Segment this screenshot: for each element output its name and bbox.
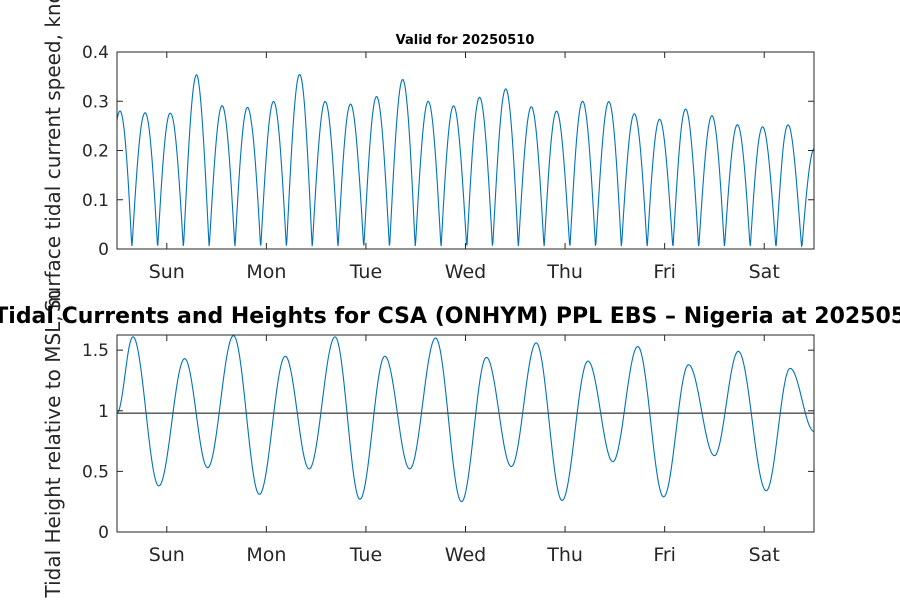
y-tick-label: 1	[98, 402, 109, 422]
current-y-axis-label: Surface tidal current speed, knots	[41, 0, 65, 312]
y-tick-label: 0	[98, 240, 109, 260]
current-chart-title: Valid for 20250510	[396, 33, 535, 48]
y-tick-label: 0.4	[82, 43, 109, 63]
x-tick-label: Wed	[445, 261, 486, 283]
tidal-height-line	[116, 335, 815, 503]
x-tick-label: Fri	[653, 261, 676, 283]
x-tick-label: Mon	[246, 261, 286, 283]
height-y-ticks: 0 0.5 1 1.5	[82, 341, 814, 543]
height-x-ticks: Sun Mon Tue Wed Thu Fri Sat	[149, 335, 780, 566]
x-tick-label: Fri	[653, 544, 676, 566]
x-tick-label: Sun	[149, 261, 185, 283]
x-tick-label: Tue	[349, 544, 382, 566]
x-tick-label: Mon	[246, 544, 286, 566]
current-speed-series	[116, 73, 815, 248]
current-x-ticks: Sun Mon Tue Wed Thu Fri Sat	[149, 52, 780, 283]
y-tick-label: 0.5	[82, 462, 109, 482]
current-speed-panel: Valid for 20250510 0 0.1 0.2 0.3 0.4 Sun Mon T…	[41, 0, 815, 312]
x-tick-label: Thu	[546, 544, 583, 566]
tidal-height-series	[116, 335, 815, 503]
x-tick-label: Thu	[546, 261, 583, 283]
height-plot-area	[116, 334, 815, 533]
x-tick-label: Sun	[149, 544, 185, 566]
main-figure-title: Tidal Currents and Heights for CSA (ONHY…	[0, 304, 900, 329]
height-y-axis-label: Tidal Height relative to MSL, m	[41, 289, 65, 598]
y-tick-label: 0.2	[82, 142, 109, 162]
current-y-ticks: 0 0.1 0.2 0.3 0.4	[82, 43, 814, 260]
x-tick-label: Sat	[749, 261, 780, 283]
x-tick-label: Wed	[445, 544, 486, 566]
current-speed-line	[116, 73, 815, 248]
y-tick-label: 1.5	[82, 341, 109, 361]
x-tick-label: Tue	[349, 261, 382, 283]
y-tick-label: 0.1	[82, 191, 109, 211]
tidal-height-panel: 0 0.5 1 1.5 Sun Mon Tue Wed Thu Fri Sat Tidal Hei…	[41, 289, 815, 599]
y-tick-label: 0	[98, 523, 109, 543]
x-tick-label: Sat	[749, 544, 780, 566]
y-tick-label: 0.3	[82, 92, 109, 112]
